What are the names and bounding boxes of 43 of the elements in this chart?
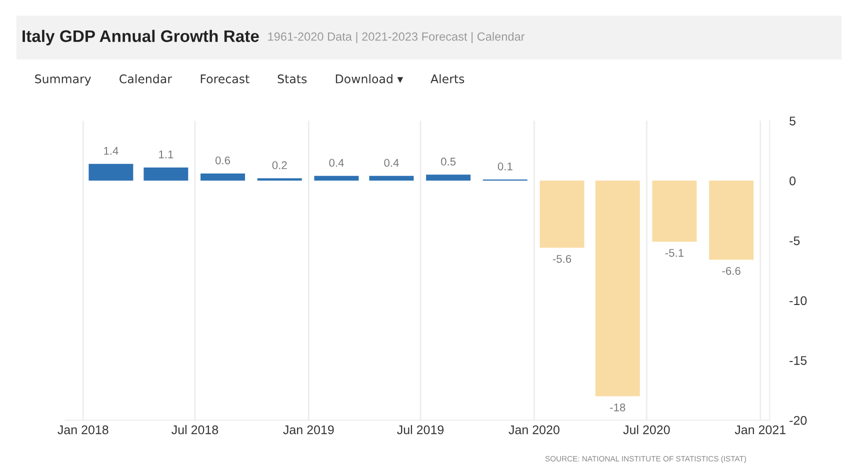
bar [88, 164, 134, 181]
y-tick-label: -15 [790, 356, 807, 365]
bar [426, 174, 471, 181]
data-label: -18 [610, 403, 626, 412]
data-label: -5.6 [552, 254, 572, 263]
bar [540, 180, 584, 248]
y-tick-label: -10 [790, 296, 807, 306]
x-tick-label: Jul 2018 [172, 425, 218, 434]
y-tick-label: -5 [790, 236, 800, 246]
x-tick-label: Jan 2020 [508, 425, 560, 434]
data-label: -5.1 [665, 249, 684, 257]
data-label: 0.4 [384, 158, 399, 167]
text: Alerts [430, 74, 464, 84]
data-label: 0.6 [215, 156, 230, 164]
text: Summary [35, 74, 92, 86]
x-tick-label: Jul 2020 [623, 425, 670, 434]
text: Forecast [200, 74, 250, 84]
bar [369, 176, 414, 181]
chart-subtitle: 1961-2020 Data | 2021-2023 Forecast | Calendar [268, 32, 525, 44]
x-tick-label: Jan 2021 [734, 425, 786, 434]
y-tick-label: 5 [790, 116, 796, 126]
bar [652, 180, 697, 242]
y-tick-label: -20 [790, 416, 807, 425]
bar [595, 180, 640, 396]
data-label: 0.2 [272, 161, 287, 170]
y-tick-label: 0 [790, 176, 796, 186]
data-label: 0.1 [498, 162, 512, 170]
data-label: 1.4 [104, 147, 118, 155]
data-label: -6.6 [722, 266, 740, 275]
data-label: 0.5 [441, 158, 456, 166]
bar [200, 173, 246, 181]
text: Calendar [120, 74, 172, 84]
bar [144, 167, 188, 181]
x-tick-label: Jul 2019 [397, 425, 444, 434]
bar [314, 176, 359, 181]
x-tick-label: Jan 2019 [283, 425, 334, 434]
bar [709, 180, 754, 260]
x-tick-label: Jan 2018 [58, 425, 108, 434]
text: Download ▾ [336, 74, 404, 84]
data-label: 0.4 [329, 158, 344, 167]
data-label: 1.1 [159, 150, 174, 158]
text: Stats [278, 74, 307, 84]
chart-title: Italy GDP Annual Growth Rate [22, 30, 259, 46]
